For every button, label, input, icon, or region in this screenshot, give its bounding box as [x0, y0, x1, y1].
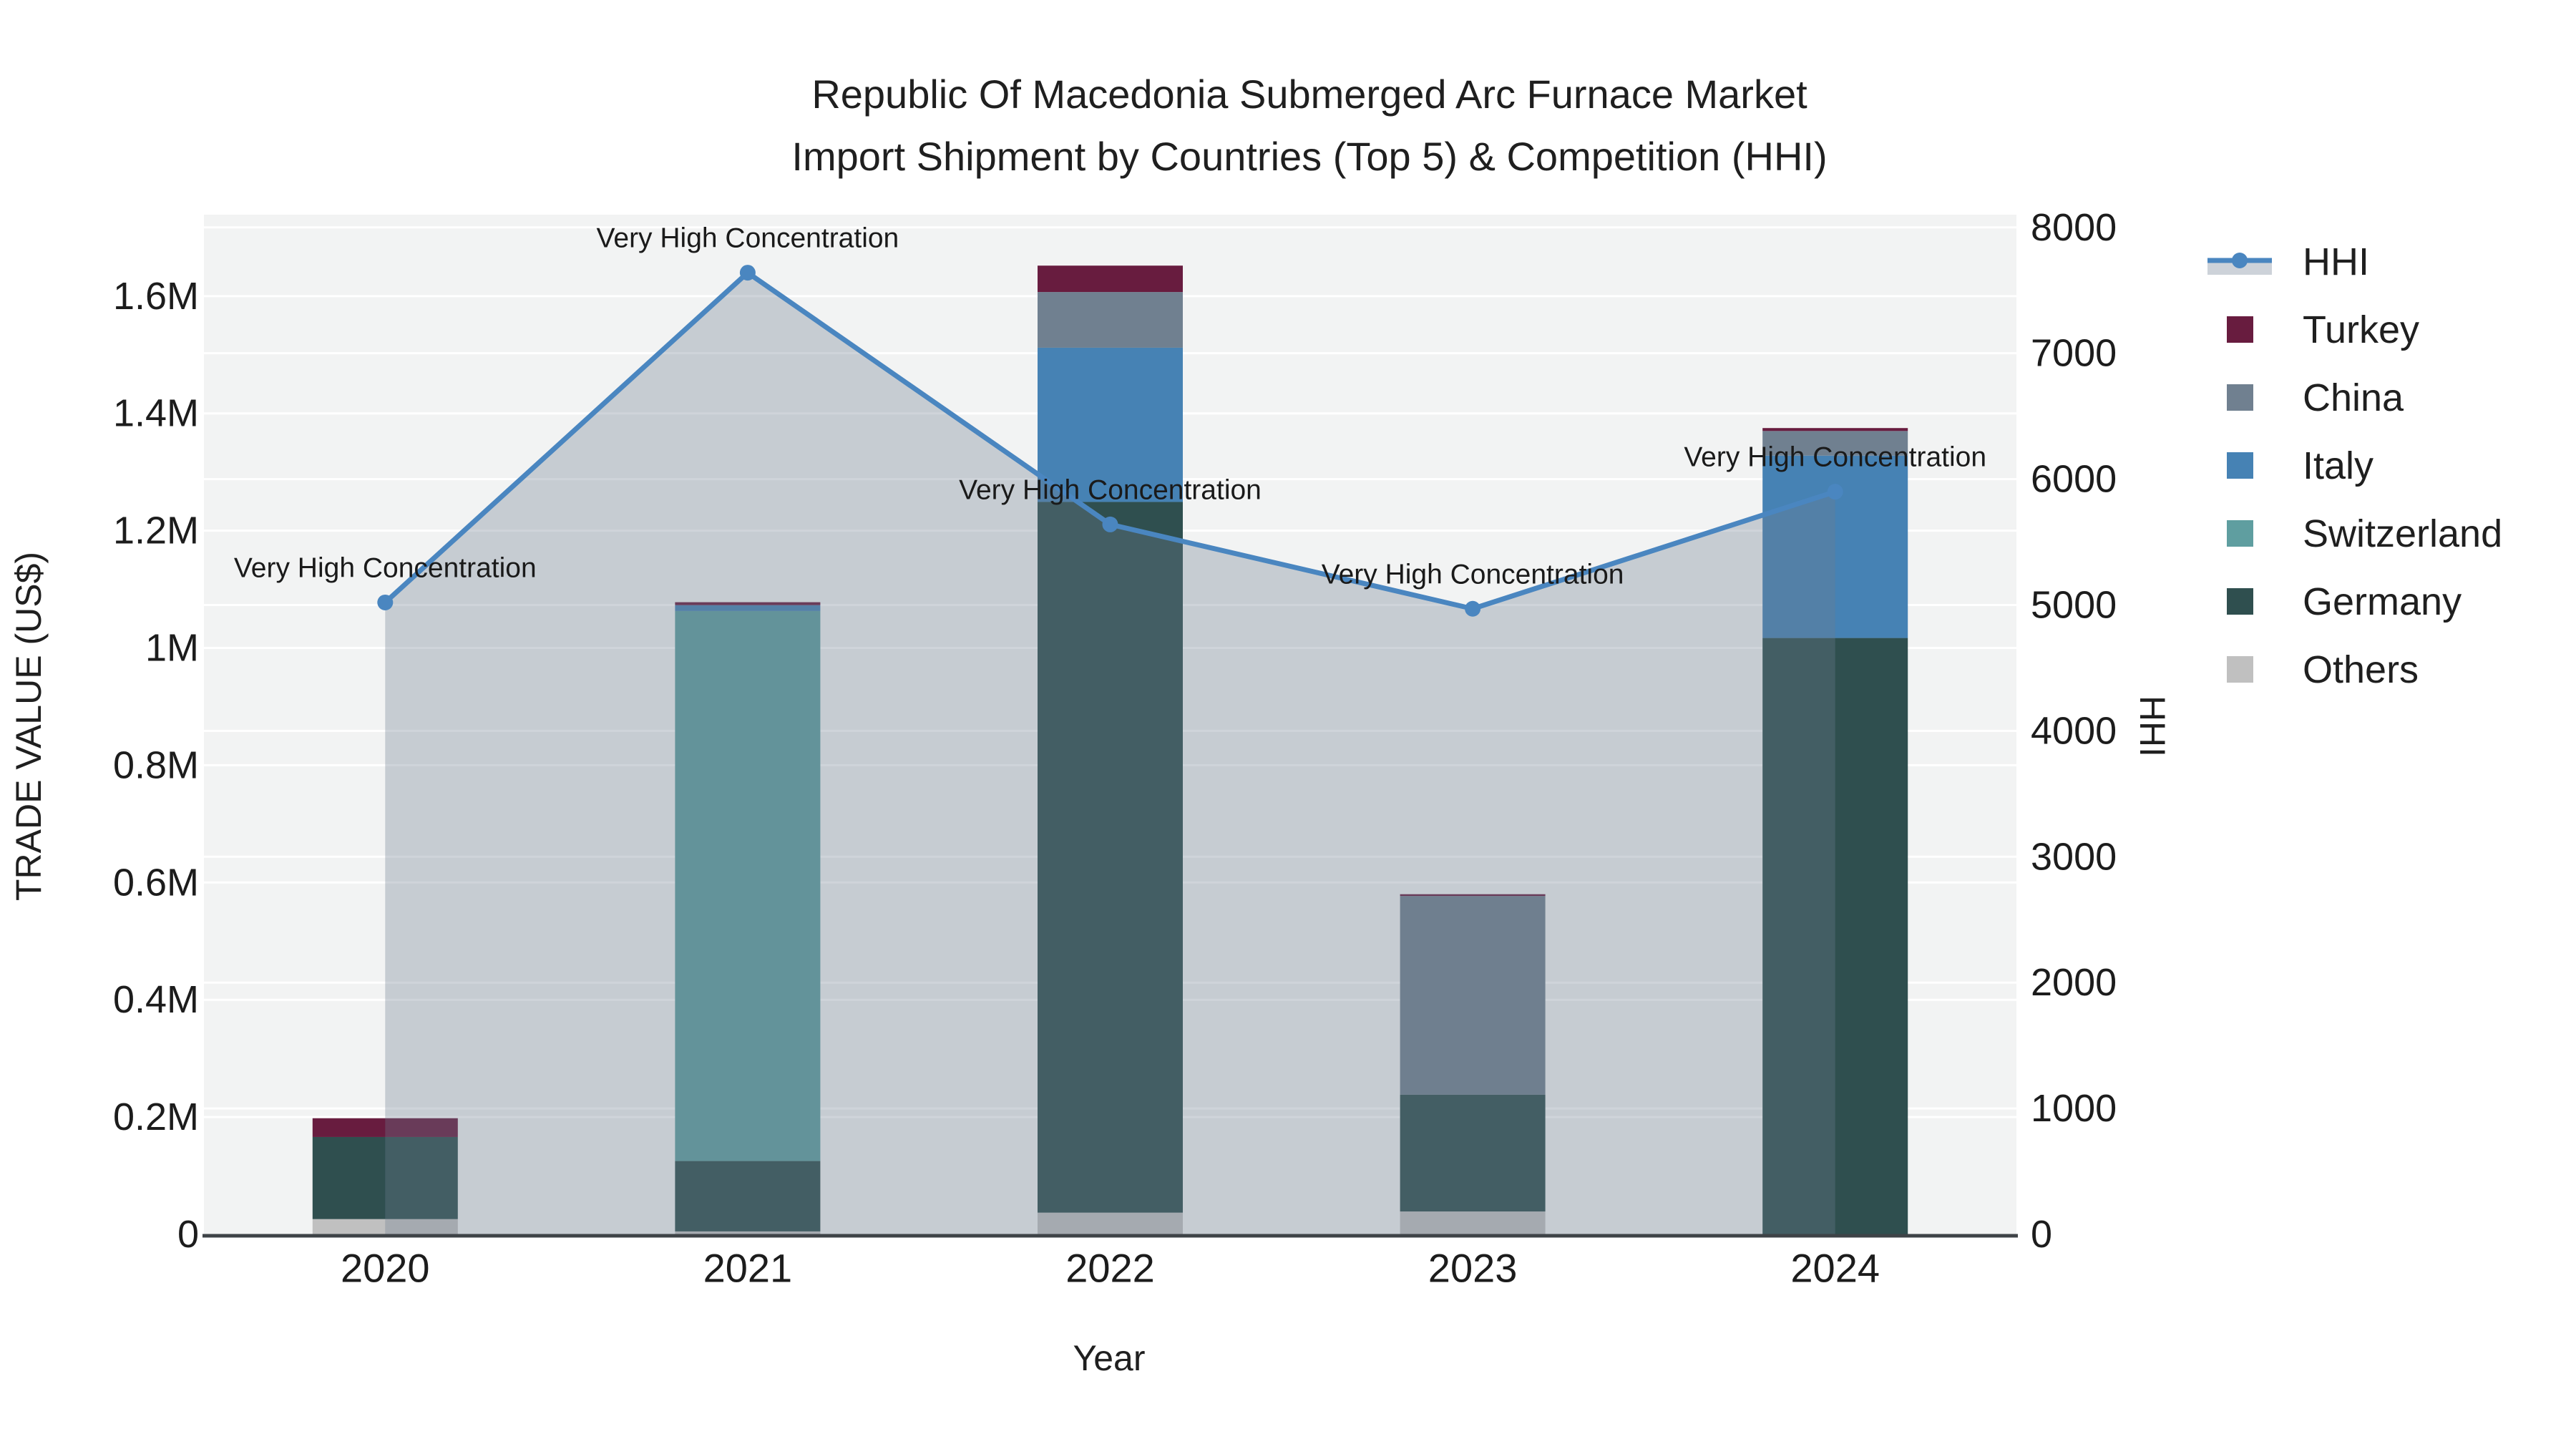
- bar-segment-others-2022[interactable]: [1038, 1212, 1183, 1234]
- bar-segment-germany-2020[interactable]: [312, 1136, 458, 1219]
- legend: HHI Turkey China Italy Switzerland Germany Oth…: [2207, 228, 2502, 703]
- bar-segment-turkey-2023[interactable]: [1400, 894, 1546, 897]
- y-axis-tick-1.2M: 1.2M: [113, 509, 199, 552]
- bar-segment-italy-2021[interactable]: [675, 605, 821, 611]
- bar-segment-germany-2021[interactable]: [675, 1161, 821, 1231]
- y2-axis-tick-4000: 4000: [2031, 709, 2117, 752]
- legend-swatch-icon: [2207, 384, 2272, 411]
- legend-label: Germany: [2303, 580, 2462, 623]
- legend-color-germany: [2226, 588, 2253, 615]
- legend-color-china: [2226, 384, 2253, 411]
- legend-label: Others: [2303, 648, 2419, 691]
- annotation-2023: Very High Concentration: [1322, 559, 1624, 590]
- legend-item-hhi[interactable]: HHI: [2207, 228, 2502, 296]
- y2-axis-tick-7000: 7000: [2031, 332, 2117, 375]
- y2-axis-title: HHI: [2132, 695, 2172, 758]
- hhi-marker-2020[interactable]: [377, 594, 394, 610]
- hhi-legend-glyph: [2207, 252, 2272, 275]
- chart-title-line1: Republic Of Macedonia Submerged Arc Furn…: [811, 72, 1807, 117]
- legend-color-italy: [2226, 452, 2253, 479]
- y-axis-tick-1M: 1M: [145, 627, 199, 670]
- legend-swatch-icon: [2207, 588, 2272, 615]
- y2-axis-tick-3000: 3000: [2031, 835, 2117, 878]
- legend-swatch-icon: [2207, 316, 2272, 343]
- annotation-2024: Very High Concentration: [1684, 442, 1986, 473]
- bar-segment-turkey-2024[interactable]: [1762, 428, 1908, 431]
- legend-label: China: [2303, 376, 2404, 419]
- hhi-marker-2021[interactable]: [739, 265, 756, 281]
- x-axis-tick-2020: 2020: [341, 1246, 430, 1291]
- x-axis-tick-2023: 2023: [1428, 1246, 1518, 1291]
- y2-axis-tick-8000: 8000: [2031, 206, 2117, 249]
- annotation-2021: Very High Concentration: [597, 223, 899, 254]
- legend-item-switzerland[interactable]: Switzerland: [2207, 499, 2502, 567]
- bar-segment-germany-2022[interactable]: [1038, 502, 1183, 1213]
- bar-segment-china-2023[interactable]: [1400, 896, 1546, 1095]
- y2-axis-tick-6000: 6000: [2031, 458, 2117, 501]
- bar-segment-china-2022[interactable]: [1038, 292, 1183, 348]
- y-axis-tick-0.6M: 0.6M: [113, 861, 199, 904]
- y2-axis-tick-1000: 1000: [2031, 1087, 2117, 1130]
- legend-item-turkey[interactable]: Turkey: [2207, 296, 2502, 364]
- legend-swatch-icon: [2207, 656, 2272, 683]
- legend-color-switzerland: [2226, 520, 2253, 547]
- annotation-2020: Very High Concentration: [234, 552, 537, 583]
- legend-swatch-icon: [2207, 452, 2272, 479]
- y-axis-tick-0.8M: 0.8M: [113, 743, 199, 786]
- x-axis-title: Year: [1073, 1338, 1146, 1378]
- legend-label: HHI: [2303, 240, 2369, 283]
- legend-label: Italy: [2303, 444, 2374, 487]
- bar-segment-turkey-2022[interactable]: [1038, 265, 1183, 293]
- y-axis-tick-1.4M: 1.4M: [113, 392, 199, 435]
- bar-segment-turkey-2020[interactable]: [312, 1118, 458, 1137]
- annotation-2022: Very High Concentration: [959, 474, 1262, 505]
- chart-title-line2: Import Shipment by Countries (Top 5) & C…: [791, 134, 1828, 179]
- y-axis-title: TRADE VALUE (US$): [9, 551, 49, 902]
- hhi-marker-2023[interactable]: [1465, 600, 1481, 617]
- bar-segment-others-2020[interactable]: [312, 1219, 458, 1234]
- hhi-area: [385, 273, 1835, 1235]
- legend-item-italy[interactable]: Italy: [2207, 431, 2502, 499]
- bar-segment-italy-2022[interactable]: [1038, 347, 1183, 502]
- x-axis-tick-2024: 2024: [1790, 1246, 1880, 1291]
- y2-axis-tick-2000: 2000: [2031, 961, 2117, 1004]
- bar-segment-others-2023[interactable]: [1400, 1211, 1546, 1234]
- legend-item-china[interactable]: China: [2207, 364, 2502, 431]
- legend-color-others: [2226, 656, 2253, 683]
- x-axis-tick-2022: 2022: [1065, 1246, 1155, 1291]
- bar-segment-germany-2024[interactable]: [1762, 638, 1908, 1234]
- bar-segment-germany-2023[interactable]: [1400, 1094, 1546, 1212]
- bar-segment-others-2021[interactable]: [675, 1231, 821, 1234]
- hhi-marker-2024[interactable]: [1827, 484, 1843, 500]
- legend-item-germany[interactable]: Germany: [2207, 567, 2502, 635]
- bar-segment-switzerland-2021[interactable]: [675, 610, 821, 1161]
- legend-item-others[interactable]: Others: [2207, 635, 2502, 703]
- y-axis-tick-1.6M: 1.6M: [113, 275, 199, 318]
- bar-segment-turkey-2021[interactable]: [675, 602, 821, 605]
- hhi-line-swatch-icon: [2207, 246, 2272, 278]
- y2-axis-tick-0: 0: [2031, 1213, 2052, 1256]
- legend-label: Switzerland: [2303, 512, 2503, 555]
- bar-segment-china-2024[interactable]: [1762, 431, 1908, 456]
- hhi-marker-2022[interactable]: [1102, 516, 1118, 532]
- x-axis-tick-2021: 2021: [703, 1246, 793, 1291]
- legend-color-turkey: [2226, 316, 2253, 343]
- y-axis-tick-0: 0: [177, 1213, 199, 1256]
- legend-swatch-icon: [2207, 520, 2272, 547]
- legend-label: Turkey: [2303, 308, 2420, 351]
- chart-title: Republic Of Macedonia Submerged Arc Furn…: [43, 63, 2576, 187]
- y-axis-tick-0.2M: 0.2M: [113, 1096, 199, 1138]
- y-axis-tick-0.4M: 0.4M: [113, 978, 199, 1021]
- y2-axis-tick-5000: 5000: [2031, 583, 2117, 626]
